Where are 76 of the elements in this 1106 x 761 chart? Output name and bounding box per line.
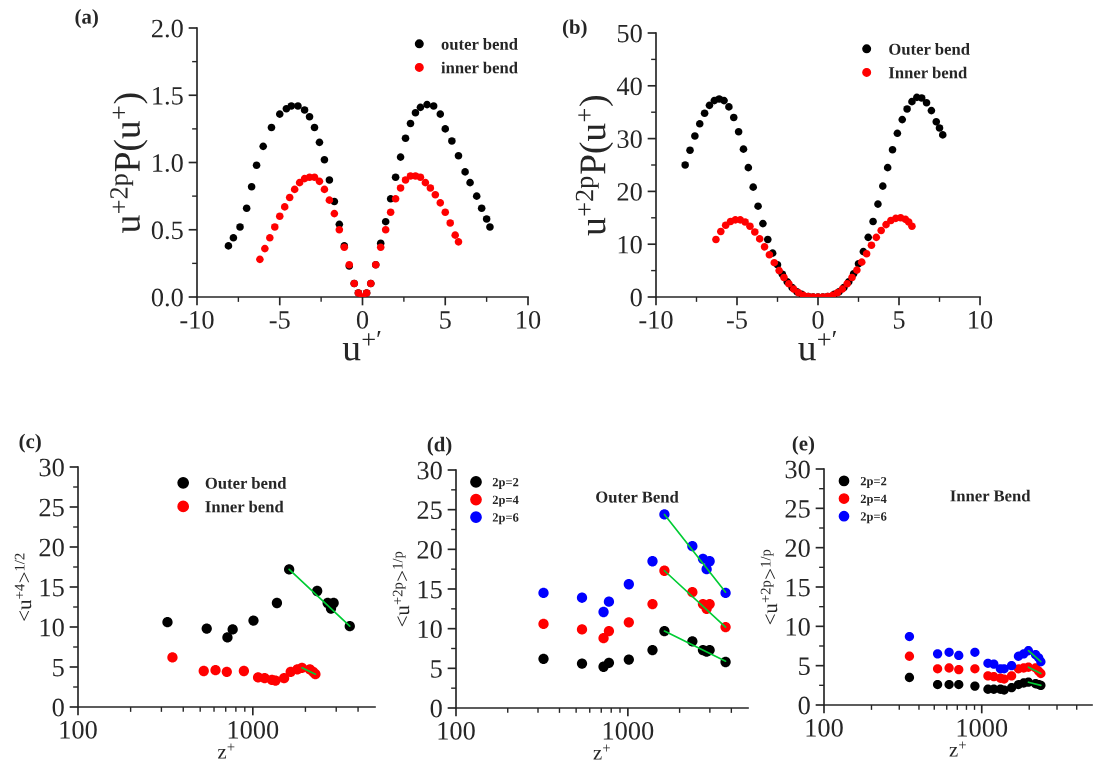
legend-label: 2p=4 xyxy=(860,494,887,506)
x-tick-label: 0 xyxy=(812,310,824,329)
y-tick-label: 10 xyxy=(40,618,64,637)
y-tick-label: 15 xyxy=(786,578,810,597)
x-tick-label: 100 xyxy=(60,720,97,739)
x-axis-title: z$^{+}$ xyxy=(218,743,235,759)
legend-label: 2p=6 xyxy=(492,513,519,525)
x-tick-label: -10 xyxy=(639,310,673,329)
y-tick-label: 40 xyxy=(616,77,642,96)
y-tick-label: 25 xyxy=(39,498,64,517)
legend-label: Inner bend xyxy=(205,500,284,513)
x-axis-title: u$^{+′}$ xyxy=(798,330,837,361)
x-tick-label: 5 xyxy=(893,311,905,329)
annotation: Inner Bend xyxy=(950,489,1031,502)
x-tick-label: 100 xyxy=(806,718,843,737)
y-tick-label: 10 xyxy=(786,617,810,636)
legend-label: 2p=4 xyxy=(492,495,519,507)
y-tick-label: 0 xyxy=(430,699,442,718)
y-tick-label: 0 xyxy=(798,696,810,715)
y-tick-label: 10 xyxy=(418,620,442,639)
y-axis-title: <u$^{+4}$>$^{1/2}$ xyxy=(14,553,32,621)
legend-label: Inner bend xyxy=(888,66,968,79)
y-tick-label: 0 xyxy=(630,288,642,307)
y-tick-label: 5 xyxy=(799,657,810,676)
y-tick-label: 25 xyxy=(417,501,442,520)
y-tick-label: 50 xyxy=(617,24,642,43)
y-tick-label: 20 xyxy=(39,538,64,557)
y-tick-label: 20 xyxy=(785,539,810,558)
x-tick-label: 1000 xyxy=(957,718,1008,737)
annotation: Outer Bend xyxy=(596,491,679,503)
y-tick-label: 25 xyxy=(785,500,810,518)
y-tick-label: 0.5 xyxy=(151,221,183,240)
x-tick-label: 10 xyxy=(517,310,541,329)
chart-title: (b) xyxy=(562,19,587,39)
y-tick-label: 30 xyxy=(617,130,642,149)
y-tick-label: 5 xyxy=(53,658,64,677)
chart-title: (c) xyxy=(19,433,41,453)
y-axis-title: u$^{+2p}$P(u$^{+}$) xyxy=(575,96,614,236)
legend-label: outer bend xyxy=(441,38,518,50)
y-tick-label: 15 xyxy=(418,580,442,599)
y-tick-label: 5 xyxy=(431,660,442,678)
legend-label: Outer bend xyxy=(205,477,287,489)
legend-label: inner bend xyxy=(441,61,518,74)
x-tick-label: 0 xyxy=(356,310,369,329)
y-tick-label: 30 xyxy=(785,460,810,479)
legend-label: 2p=2 xyxy=(860,476,887,488)
y-axis-title: <u$^{+2p}$>$^{1/p}$ xyxy=(392,551,410,627)
chart-title: (a) xyxy=(75,9,98,28)
y-tick-label: 2.0 xyxy=(151,19,183,38)
y-tick-label: 1.5 xyxy=(153,86,183,105)
chart-title: (d) xyxy=(427,436,452,456)
y-tick-label: 20 xyxy=(417,540,442,559)
y-tick-label: 20 xyxy=(617,183,642,201)
x-tick-label: 100 xyxy=(438,721,475,740)
x-tick-label: 1000 xyxy=(228,720,279,739)
legend-label: 2p=2 xyxy=(492,477,519,489)
chart-title: (e) xyxy=(792,435,815,455)
y-tick-label: 0.0 xyxy=(151,288,183,307)
legend-label: 2p=6 xyxy=(860,512,887,524)
y-tick-label: 30 xyxy=(417,461,442,480)
legend-label: Outer bend xyxy=(889,43,970,55)
y-tick-label: 15 xyxy=(40,578,64,597)
y-axis-title: <u$^{+2p}$>$^{1/p}$ xyxy=(760,549,778,625)
y-tick-label: 1.0 xyxy=(153,154,183,173)
x-tick-label: -5 xyxy=(269,311,290,329)
x-axis-title: u$^{+′}$ xyxy=(342,330,381,361)
x-tick-label: -10 xyxy=(180,310,214,329)
y-axis-title: u$^{+2p}$P(u$^{+}$) xyxy=(110,93,148,233)
x-tick-label: 10 xyxy=(969,310,993,329)
x-axis-title: z$^{+}$ xyxy=(593,744,610,760)
x-tick-label: 1000 xyxy=(603,721,654,740)
x-axis-title: z$^{+}$ xyxy=(949,741,966,757)
y-tick-label: 0 xyxy=(52,698,64,717)
x-tick-label: -5 xyxy=(726,311,747,329)
y-tick-label: 30 xyxy=(39,458,64,477)
y-tick-label: 10 xyxy=(618,235,642,254)
